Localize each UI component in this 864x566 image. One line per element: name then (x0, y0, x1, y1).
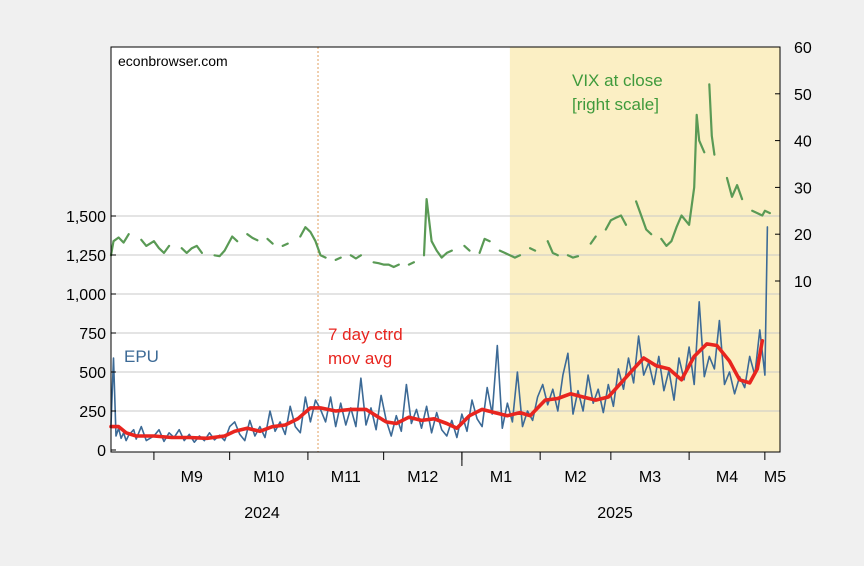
y-left-tick-label: 0 (97, 443, 106, 460)
ma-label-line1: 7 day ctrd (328, 325, 403, 344)
x-tick-label: M9 (181, 469, 203, 486)
moving-average-line (109, 339, 765, 441)
x-axis: M9 M10 M11 M12 M1 M2 M3 M4 M5 2024 2025 (153, 452, 786, 522)
y-left-tick-label: 1,000 (66, 287, 106, 304)
series-layer (109, 83, 771, 443)
gridlines (111, 215, 780, 412)
y-axis-left: 0 250 500 750 1,000 1,250 1,500 (66, 209, 116, 460)
plot-frame (110, 46, 781, 453)
year-label: 2025 (597, 505, 633, 522)
y-right-tick-label: 50 (794, 87, 812, 104)
x-tick-label: M3 (639, 469, 661, 486)
y-left-tick-label: 1,500 (66, 209, 106, 226)
x-tick-label: M10 (253, 469, 284, 486)
y-left-tick-label: 1,250 (66, 248, 106, 265)
y-left-tick-label: 750 (79, 326, 106, 343)
x-tick-label: M5 (764, 469, 786, 486)
y-right-tick-label: 10 (794, 274, 812, 291)
x-tick-label: M12 (407, 469, 438, 486)
x-tick-label: M2 (564, 469, 586, 486)
year-label: 2024 (244, 505, 280, 522)
vix-label-line1: VIX at close (572, 71, 663, 90)
watermark: econbrowser.com (118, 53, 228, 69)
ma-label-line2: mov avg (328, 349, 392, 368)
vix-label-line2: [right scale] (572, 95, 659, 114)
y-right-tick-label: 20 (794, 227, 812, 244)
y-left-tick-label: 500 (79, 365, 106, 382)
x-tick-label: M4 (716, 469, 738, 486)
vix-line (109, 83, 771, 269)
x-tick-label: M11 (331, 469, 361, 486)
x-tick-label: M1 (490, 469, 512, 486)
shaded-period (509, 47, 780, 452)
y-right-tick-label: 30 (794, 180, 812, 197)
y-axis-right: 10 20 30 40 50 60 (775, 40, 812, 291)
epu-label: EPU (124, 347, 159, 366)
y-left-tick-label: 250 (79, 404, 106, 421)
y-right-tick-label: 40 (794, 134, 812, 151)
y-right-tick-label: 60 (794, 40, 812, 57)
